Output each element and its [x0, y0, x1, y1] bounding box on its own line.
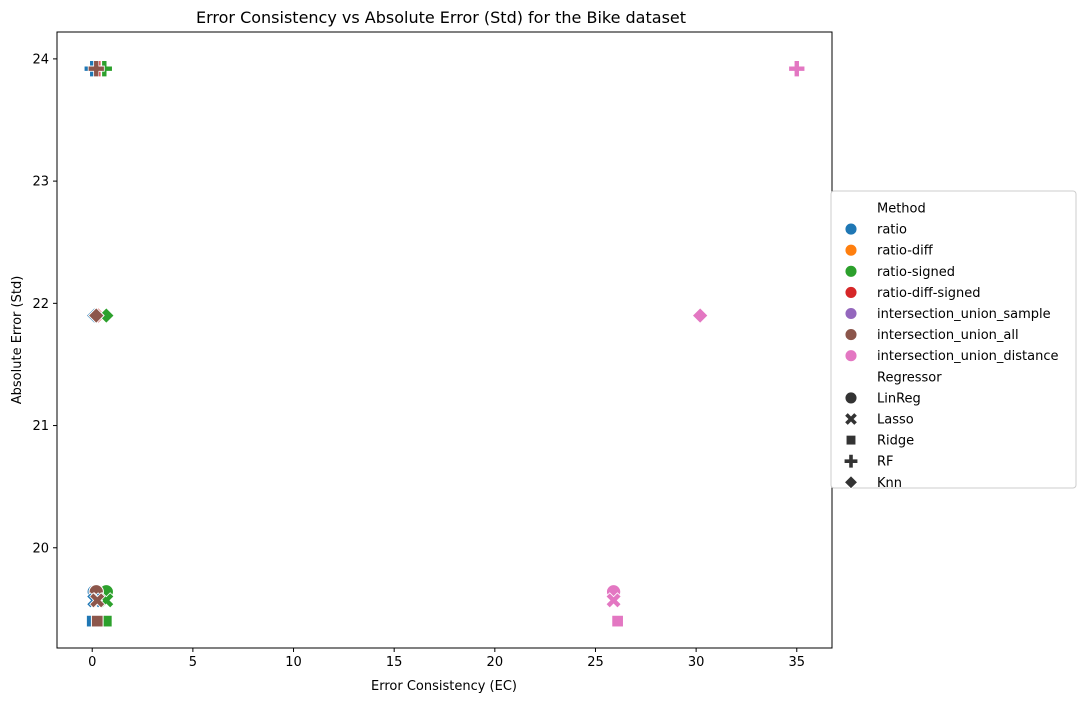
x-axis-label: Error Consistency (EC): [371, 679, 517, 694]
x-tick-label: 35: [788, 655, 805, 670]
legend-marker: [845, 434, 857, 446]
y-tick-label: 23: [32, 175, 49, 190]
x-tick-label: 15: [386, 655, 403, 670]
y-tick-label: 22: [32, 297, 49, 312]
x-tick-label: 0: [88, 655, 96, 670]
legend-marker: [844, 306, 858, 321]
legend-label: Knn: [877, 476, 902, 491]
x-tick-label: 25: [587, 655, 604, 670]
legend-title-method: Method: [877, 202, 926, 217]
legend-marker: [844, 243, 858, 257]
y-tick-label: 20: [32, 541, 49, 556]
legend-label: Lasso: [877, 413, 914, 428]
data-point: [611, 614, 624, 628]
y-tick-label: 21: [32, 419, 49, 434]
legend-label: intersection_union_all: [877, 328, 1019, 343]
legend-title-regressor: Regressor: [877, 370, 942, 385]
legend: Method ratio ratio-diff ratio-signed ratio-d…: [830, 190, 1077, 491]
legend-marker: [843, 453, 859, 469]
legend-marker: [844, 264, 858, 278]
data-point: [90, 614, 104, 628]
legend-label: intersection_union_distance: [877, 349, 1058, 364]
x-tick-label: 20: [487, 655, 504, 670]
legend-marker: [844, 391, 858, 405]
legend-marker: [843, 474, 859, 490]
data-point: [89, 592, 106, 609]
legend-marker: [844, 285, 858, 299]
data-points: [83, 60, 806, 628]
x-axis-ticks: 0 5 10 15 20 25 30 35: [88, 648, 805, 670]
y-axis-ticks: 20 21 22 23 24: [32, 52, 57, 556]
legend-label: ratio: [877, 223, 907, 238]
x-tick-label: 30: [688, 655, 705, 670]
legend-marker: [844, 412, 858, 426]
chart-title: Error Consistency vs Absolute Error (Std…: [196, 8, 686, 27]
plot-area-frame: [56, 31, 833, 649]
legend-marker: [844, 222, 858, 236]
y-axis-label: Absolute Error (Std): [10, 276, 25, 405]
data-point: [691, 307, 709, 325]
y-tick-label: 24: [32, 52, 49, 67]
legend-label: Ridge: [877, 434, 914, 449]
legend-label: ratio-signed: [877, 265, 955, 280]
data-point: [788, 60, 806, 78]
data-point: [87, 60, 105, 78]
legend-items: Method ratio ratio-diff ratio-signed ratio-d…: [843, 202, 1058, 491]
x-tick-label: 5: [189, 655, 197, 670]
legend-label: LinReg: [877, 391, 921, 406]
data-point: [87, 307, 105, 325]
data-point: [605, 592, 622, 609]
legend-marker: [844, 349, 858, 363]
legend-marker: [844, 328, 858, 342]
legend-label: ratio-diff-signed: [877, 286, 981, 301]
legend-label: RF: [877, 455, 894, 470]
x-tick-label: 10: [285, 655, 302, 670]
legend-label: intersection_union_sample: [877, 307, 1051, 322]
legend-label: ratio-diff: [877, 244, 934, 259]
legend-box: [830, 190, 1077, 489]
